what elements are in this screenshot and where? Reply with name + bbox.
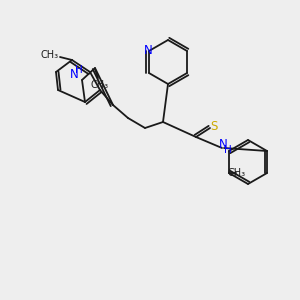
Text: CH₃: CH₃: [91, 80, 109, 90]
Text: H: H: [75, 65, 83, 75]
Text: H: H: [224, 145, 232, 155]
Text: S: S: [210, 121, 218, 134]
Text: N: N: [144, 44, 152, 56]
Text: CH₃: CH₃: [228, 168, 246, 178]
Text: CH₃: CH₃: [41, 50, 59, 60]
Text: N: N: [219, 139, 227, 152]
Text: N: N: [70, 68, 78, 82]
